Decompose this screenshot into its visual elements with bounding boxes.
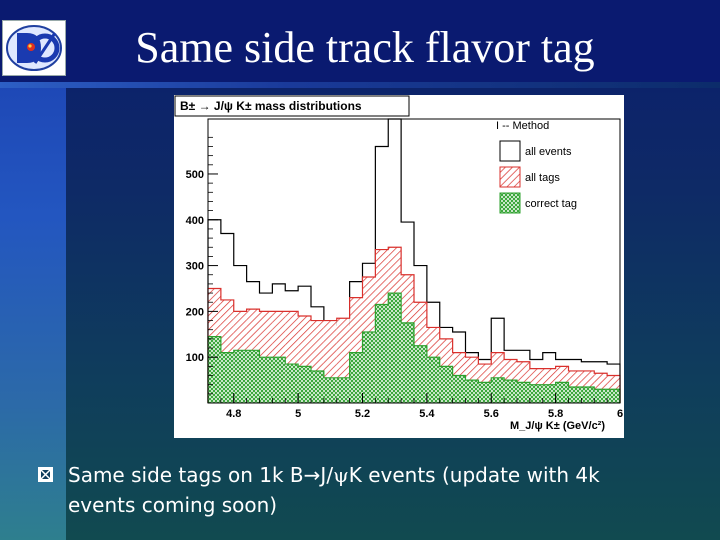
y-tick-label: 500: [186, 169, 204, 181]
bar-correct-tag: [465, 380, 479, 403]
bar-correct-tag: [220, 352, 234, 403]
bullet-text-part2: J/: [320, 463, 334, 487]
side-bar: [0, 0, 66, 540]
bar-correct-tag: [594, 389, 608, 403]
x-tick-label: 5.4: [419, 408, 435, 420]
chart-title-box: B± → J/ψ K± mass distributions: [174, 95, 410, 117]
bar-correct-tag: [285, 364, 299, 403]
slide-title: Same side track flavor tag: [135, 23, 595, 72]
bar-correct-tag: [607, 389, 620, 403]
legend-label-all-tags: all tags: [525, 172, 560, 184]
histogram-bars: [207, 118, 621, 403]
bar-correct-tag: [388, 293, 402, 403]
bar-correct-tag: [311, 370, 324, 403]
y-tick-label: 200: [186, 306, 204, 318]
bar-correct-tag: [491, 377, 505, 403]
series-outline-correct-tag: [207, 292, 621, 403]
bar-correct-tag: [542, 384, 556, 403]
bar-correct-tag: [426, 357, 440, 403]
bar-correct-tag: [478, 382, 492, 403]
bar-correct-tag: [298, 366, 311, 403]
bar-correct-tag: [336, 377, 350, 403]
bar-correct-tag: [259, 357, 273, 403]
chart-svg: 100 200 300 400 500 4.8 5 5.2 5.4 5.6 5.8 6 B± → J/…: [174, 95, 623, 432]
bar-correct-tag: [362, 332, 376, 403]
legend-title: I -- Method: [496, 120, 549, 132]
x-tick-label: 5.2: [355, 408, 370, 420]
x-tick-label: 4.8: [226, 408, 241, 420]
legend-swatch-correct-tag: [499, 192, 521, 214]
bar-correct-tag: [323, 377, 337, 403]
bar-correct-tag: [517, 382, 530, 403]
chart-title: B± → J/ψ K± mass distributions: [180, 99, 362, 113]
bar-correct-tag: [568, 386, 582, 403]
legend-swatch-all-events: [499, 140, 521, 162]
bullet-text-part3: K events (update with 4k events coming s…: [68, 463, 600, 517]
x-tick-label: 5: [295, 408, 301, 420]
bullet-text: Same side tags on 1k B→J/ψK events (upda…: [68, 460, 668, 520]
bar-correct-tag: [233, 350, 247, 403]
legend-label-correct-tag: correct tag: [525, 198, 577, 210]
bar-correct-tag: [439, 366, 453, 403]
bar-correct-tag: [581, 386, 595, 403]
bar-correct-tag: [401, 322, 414, 403]
chart-axes: 100 200 300 400 500 4.8 5 5.2 5.4 5.6 5.8 6: [186, 118, 623, 420]
bar-correct-tag: [208, 336, 221, 403]
bar-correct-tag: [555, 382, 569, 403]
y-tick-label: 400: [186, 215, 204, 227]
bar-correct-tag: [272, 357, 286, 403]
bar-correct-tag: [452, 375, 466, 403]
bar-correct-tag: [246, 350, 260, 403]
square-bullet-icon: [38, 467, 53, 482]
mass-distribution-plot: 100 200 300 400 500 4.8 5 5.2 5.4 5.6 5.8 6 B± → J/…: [174, 95, 624, 438]
legend-swatch-all-tags: [499, 166, 521, 188]
bar-correct-tag: [349, 352, 363, 403]
psi-symbol: ψ: [333, 463, 349, 487]
arrow-right-icon: →: [303, 463, 321, 487]
bar-correct-tag: [375, 304, 389, 403]
bullet-text-part1: Same side tags on 1k B: [68, 463, 304, 487]
chart-legend: I -- Method all events all tags correct …: [496, 120, 577, 214]
dzero-logo-icon: [2, 20, 66, 76]
bar-correct-tag: [414, 345, 427, 403]
title-band: [0, 0, 720, 88]
x-tick-label: 6: [617, 408, 623, 420]
legend-label-all-events: all events: [525, 146, 572, 158]
series-outline-all-events: [207, 118, 621, 403]
bar-correct-tag: [504, 380, 517, 403]
series-outline-all-tags: [207, 246, 621, 403]
y-tick-label: 100: [186, 352, 204, 364]
y-tick-label: 300: [186, 261, 204, 273]
bar-correct-tag: [529, 384, 543, 403]
x-tick-label: 5.6: [484, 408, 499, 420]
x-tick-label: 5.8: [548, 408, 563, 420]
x-axis-label: M_J/ψ K± (GeV/c²): [510, 420, 605, 432]
